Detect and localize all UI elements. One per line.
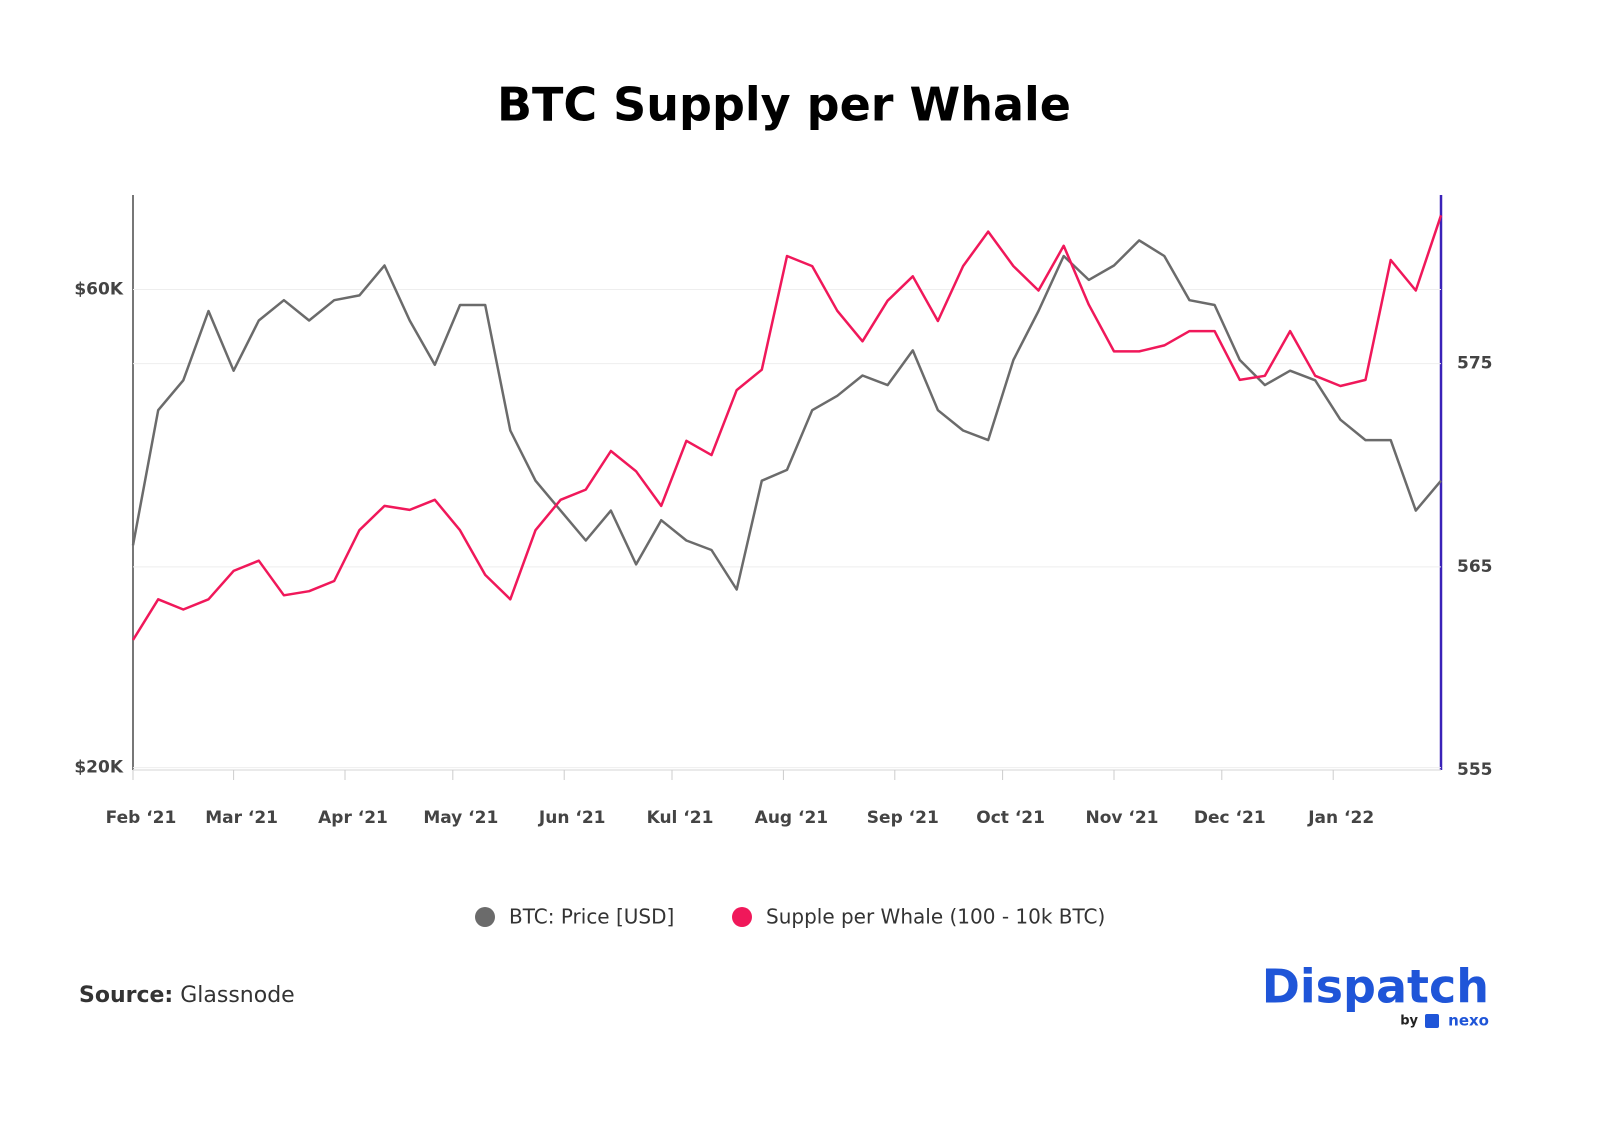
series-line [131, 214, 1443, 641]
source-name: Glassnode [180, 983, 294, 1008]
y2-tick-label: 565 [1457, 557, 1493, 577]
brand: Dispatch [1262, 960, 1489, 1014]
x-tick-label: Aug ‘21 [755, 808, 828, 828]
x-tick-label: Sep ‘21 [867, 808, 939, 828]
brand-by: by [1400, 1014, 1418, 1029]
x-tick-label: Feb ‘21 [106, 808, 177, 828]
x-tick-label: Dec ‘21 [1194, 808, 1266, 828]
brand-icon [1425, 1014, 1439, 1028]
x-tick-label: Oct ‘21 [976, 808, 1045, 828]
x-tick-label: Jan ‘22 [1307, 808, 1374, 828]
x-tick-label: Mar ‘21 [205, 808, 278, 828]
legend-label: Supple per Whale (100 - 10k BTC) [766, 905, 1105, 929]
x-tick-label: Kul ‘21 [647, 808, 714, 828]
x-tick-label: Nov ‘21 [1085, 808, 1158, 828]
legend-marker [475, 907, 495, 927]
y-tick-label: $20K [74, 758, 123, 778]
source: Source: Glassnode [79, 983, 295, 1008]
chart-title: BTC Supply per Whale [497, 78, 1071, 132]
brand-sub: nexo [1448, 1012, 1489, 1030]
x-tick-label: Jun ‘21 [538, 808, 606, 828]
legend-marker [732, 907, 752, 927]
x-tick-label: May ‘21 [423, 808, 498, 828]
legend-label: BTC: Price [USD] [509, 905, 674, 929]
x-tick-label: Apr ‘21 [318, 808, 388, 828]
y2-tick-label: 575 [1457, 354, 1493, 374]
source-label: Source: [79, 983, 173, 1008]
y-tick-label: $60K [74, 279, 123, 299]
series-line [131, 239, 1442, 591]
y2-tick-label: 555 [1457, 760, 1493, 780]
